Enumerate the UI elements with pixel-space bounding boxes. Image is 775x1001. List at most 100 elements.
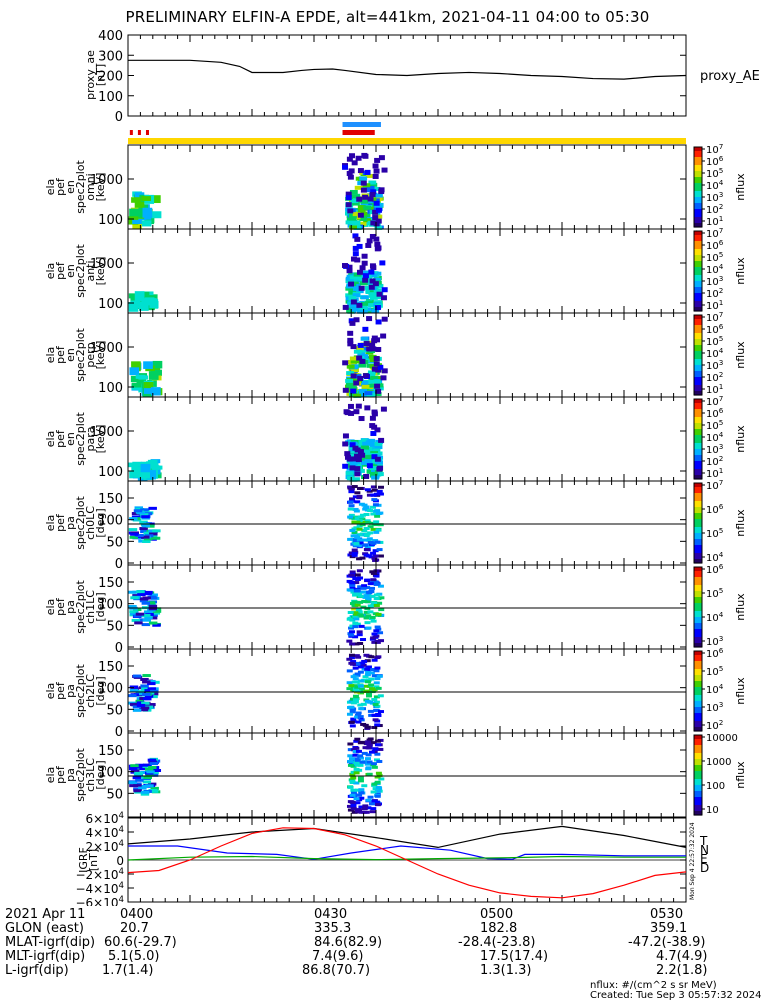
- spectrogram-cell: [371, 498, 378, 502]
- spectrogram-cell: [357, 776, 364, 780]
- spectrogram-cell: [363, 527, 370, 531]
- spectrogram-cell: [352, 577, 359, 581]
- spectrogram-cell: [354, 391, 363, 396]
- row-label: L-igrf(dip): [5, 963, 69, 978]
- colorbar-cell: [694, 591, 702, 594]
- spectrogram-para: [128, 403, 387, 482]
- colorbar-tick-label: 101: [706, 382, 723, 396]
- colorbar-tick-label: 102: [706, 454, 723, 468]
- colorbar-cell: [694, 305, 702, 308]
- spectrogram-cell: [353, 542, 360, 546]
- ephemeris-table: 2021 Apr 11 0400 0430 0500 0530 GLON (ea…: [0, 906, 775, 1000]
- spectrogram-cell: [361, 461, 369, 466]
- colorbar-cell: [694, 787, 702, 790]
- spectrogram-cell: [354, 520, 361, 524]
- spectrogram-cell: [365, 521, 372, 525]
- ytick-label: 0: [116, 854, 124, 868]
- spectrogram-cell: [348, 630, 355, 634]
- colorbar-cell: [694, 325, 702, 328]
- spectrogram-cell: [348, 633, 355, 637]
- spectrogram-cell: [349, 356, 358, 361]
- row-l: L-igrf(dip) 1.7(1.4) 86.8(70.7) 1.3(1.3)…: [0, 964, 775, 978]
- spectrogram-perp: [129, 316, 388, 398]
- spectrogram-cell: [348, 653, 355, 657]
- spectrogram-cell: [146, 470, 157, 480]
- spectrogram-cell: [375, 463, 383, 468]
- colorbar-cell: [694, 491, 702, 494]
- spectrogram-cell: [357, 309, 365, 314]
- colorbar-tick-label: 101: [706, 214, 723, 228]
- colorbar-cell: [694, 339, 702, 342]
- ylabel-line: pa: [64, 516, 77, 530]
- spectrogram-cell: [351, 553, 358, 557]
- colorbar-cell: [694, 577, 702, 580]
- spectrogram-cell: [364, 546, 371, 550]
- spectrogram-cell: [147, 679, 156, 683]
- colorbar-cell: [694, 181, 702, 184]
- panel-frame: [127, 564, 687, 650]
- spectrogram-cell: [370, 220, 377, 226]
- spectrogram-cell: [374, 789, 381, 793]
- spectrogram-cell: [147, 758, 157, 762]
- spectrogram-cell: [373, 700, 380, 704]
- colorbar-cell: [694, 769, 702, 772]
- spectrogram-cell: [369, 586, 375, 590]
- ytick-label: 50: [106, 535, 123, 550]
- colorbar-cell: [694, 709, 702, 712]
- spectrogram-cell: [128, 694, 137, 698]
- spectrogram-cell: [349, 793, 356, 797]
- spectrogram-cell: [148, 607, 158, 611]
- colorbar-tick-label: 103: [706, 358, 723, 372]
- spectrogram-cell: [351, 603, 358, 607]
- spectrogram-cell: [347, 785, 354, 789]
- spectrogram-cell: [356, 355, 363, 361]
- ytick-label: 50: [106, 787, 123, 802]
- spectrogram-cell: [146, 601, 156, 605]
- colorbar-cell: [694, 385, 702, 388]
- colorbar-cell: [694, 407, 702, 410]
- spectrogram-cell: [372, 173, 379, 179]
- colorbar-cell: [694, 425, 702, 428]
- colorbar-cell: [694, 315, 702, 318]
- colorbar-cell: [694, 209, 702, 212]
- colorbar-cell: [694, 531, 702, 534]
- spectrogram-cell: [352, 700, 359, 704]
- spectrogram-cell: [346, 268, 353, 274]
- spectrogram-omni: [128, 152, 388, 230]
- spectrogram-cell: [348, 705, 355, 709]
- spectrogram-cell: [373, 603, 380, 607]
- colorbar-cell: [694, 681, 702, 684]
- spectrogram-cell: [364, 673, 371, 677]
- spectrogram-cell: [353, 739, 360, 743]
- ylabel-line: en: [64, 264, 77, 278]
- spectrogram-cell: [362, 675, 369, 679]
- ylabel-line: pef: [54, 345, 67, 364]
- spectrogram-cell: [374, 723, 381, 727]
- colorbar-label: nflux: [734, 425, 747, 453]
- spectrogram-cell: [148, 766, 157, 770]
- spectrogram-cell: [146, 461, 156, 469]
- colorbar-cell: [694, 653, 702, 656]
- spectrogram-cell: [350, 804, 357, 808]
- colorbar-cell: [694, 355, 702, 358]
- spectrogram-cell: [142, 680, 151, 684]
- ytick-label: 1000: [90, 257, 123, 272]
- spectrogram-cell: [360, 638, 367, 642]
- colorbar-cell: [694, 805, 702, 808]
- status-red-tick: [145, 130, 149, 135]
- colorbar-cell: [694, 217, 702, 220]
- colorbar-cell: [694, 641, 702, 644]
- spectrogram-cell: [141, 515, 150, 519]
- colorbar-cell: [694, 361, 702, 364]
- colorbar-cell: [694, 317, 702, 320]
- spectrogram-cell: [349, 772, 356, 776]
- colorbar-cell: [694, 157, 702, 160]
- spectrogram-cell: [372, 503, 379, 507]
- colorbar-cell: [694, 353, 702, 356]
- igrf-legend-N: N: [700, 843, 709, 857]
- spectrogram-cell: [371, 366, 378, 372]
- spectrogram-cell: [368, 750, 375, 754]
- spectrogram-cell: [143, 382, 154, 389]
